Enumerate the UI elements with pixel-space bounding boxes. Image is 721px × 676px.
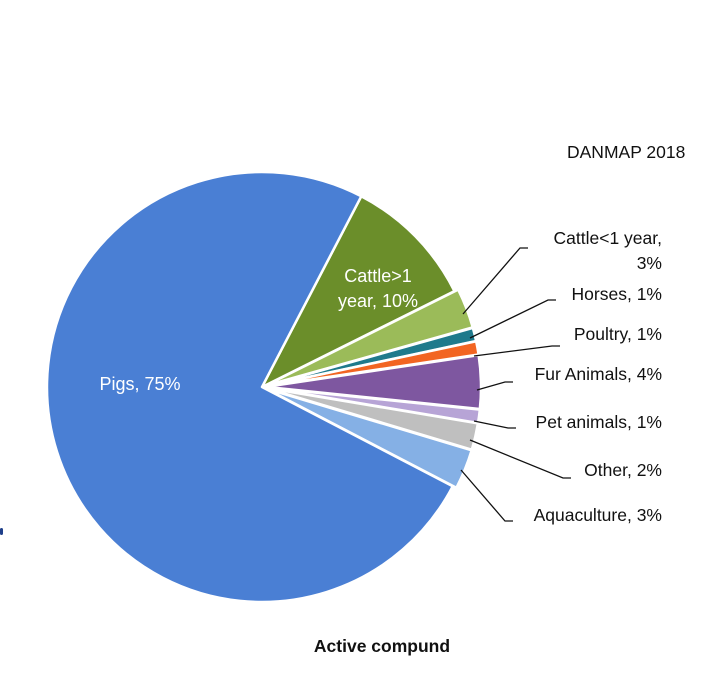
chart-caption: Active compund [313,636,451,656]
slice-label-pigs: Pigs, 75% [99,374,180,394]
slice-label-aquaculture: Aquaculture, 3% [534,505,662,525]
slice-aquaculture [264,387,473,490]
leader-line-pet-animals [473,420,516,429]
slice-pigs [45,170,454,604]
edge-marker [0,528,3,535]
source-label: DANMAP 2018 [567,142,686,162]
slice-label-other: Other, 2% [584,460,662,480]
leader-line-horses [469,299,556,339]
leader-line-fur-animals [476,381,513,391]
slice-cattle-1-year [260,195,456,389]
pie-slices [45,170,483,604]
slice-label-pet-animals: Pet animals, 1% [536,412,662,432]
leader-lines [460,247,571,522]
slice-labels: Cattle>1 year, 10% Cattle<1 year, 3% Horses,… [99,228,662,525]
slice-label-cattle-1-year: Cattle<1 year, 3% [554,228,662,273]
slice-label-horses: Horses, 1% [572,284,662,304]
slice-label-fur-animals: Fur Animals, 4% [535,364,662,384]
slice-label-poultry: Poultry, 1% [574,324,662,344]
leader-line-poultry [473,345,560,357]
leader-line-cattle-1-year [462,247,528,315]
slice-label-cattle-1-year: Cattle>1 year, 10% [338,266,418,311]
leader-line-aquaculture [460,469,513,522]
leader-line-other [469,439,571,479]
